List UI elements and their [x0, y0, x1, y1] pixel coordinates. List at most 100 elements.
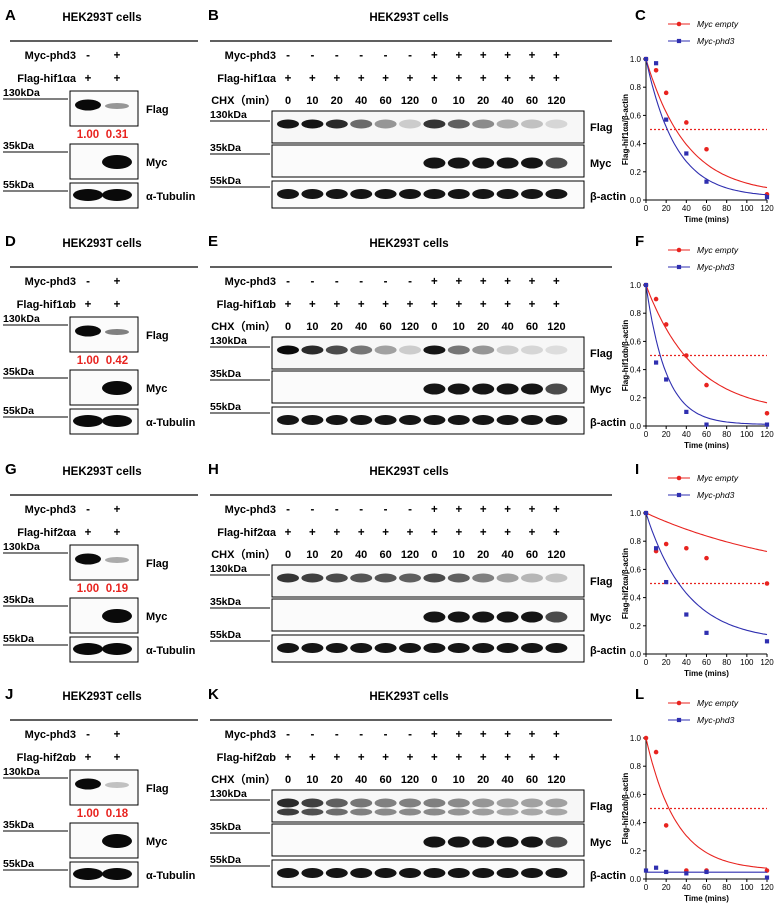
series-curve — [645, 58, 768, 196]
band — [105, 329, 129, 335]
treatment-sign: + — [480, 299, 487, 311]
band — [472, 157, 495, 169]
band — [423, 157, 446, 169]
band — [350, 345, 373, 355]
band — [447, 345, 470, 355]
data-point — [664, 869, 669, 875]
chx-time: 20 — [331, 95, 343, 107]
myc-phd3-label: Myc-phd3 — [25, 504, 76, 516]
data-point — [684, 871, 689, 876]
treatment-sign: - — [408, 729, 412, 741]
chx-time: 40 — [501, 549, 513, 561]
treatment-sign: + — [309, 73, 316, 85]
band — [496, 798, 519, 808]
treatment-sign: + — [407, 299, 414, 311]
treatment-sign: + — [553, 752, 560, 764]
x-tick-label: 100 — [740, 883, 754, 892]
chx-time: 120 — [547, 95, 565, 107]
y-axis-label: Flag-hif1αa/β-actin — [621, 94, 630, 165]
data-point — [663, 823, 669, 828]
chx-time: 60 — [379, 774, 391, 786]
myc-phd3-label: Myc-phd3 — [25, 50, 76, 62]
y-tick-label: 1.0 — [630, 281, 642, 290]
treatment-sign: + — [309, 527, 316, 539]
band — [399, 189, 421, 199]
chx-time: 120 — [401, 549, 419, 561]
band — [325, 345, 348, 355]
blot-label-flag: Flag — [590, 576, 613, 588]
treatment-sign: + — [504, 729, 511, 741]
band — [447, 611, 470, 623]
marker-35kda: 35kDa — [210, 142, 241, 154]
band — [399, 808, 421, 816]
treatment-sign: + — [455, 504, 462, 516]
band — [325, 189, 348, 199]
blot-label-flag: Flag — [590, 122, 613, 134]
band — [399, 643, 421, 653]
treatment-sign: + — [504, 504, 511, 516]
chx-time: 40 — [355, 549, 367, 561]
treatment-sign: + — [504, 276, 511, 288]
treatment-sign: + — [333, 752, 340, 764]
x-tick-label: 20 — [662, 430, 671, 439]
treatment-sign: + — [431, 729, 438, 741]
band — [277, 573, 299, 583]
band — [277, 808, 299, 816]
band — [301, 345, 324, 355]
treatment-sign: + — [529, 729, 536, 741]
chx-time: 10 — [453, 549, 465, 561]
band — [472, 415, 495, 425]
band — [73, 415, 103, 427]
flag-construct-label: Flag-hif1αb — [217, 299, 277, 311]
band — [472, 383, 495, 395]
chx-time: 120 — [401, 774, 419, 786]
marker-35kda: 35kDa — [3, 819, 34, 831]
band — [399, 868, 421, 878]
cell-title: HEK293T cells — [62, 691, 141, 703]
data-point — [643, 735, 649, 741]
treatment-sign: + — [480, 73, 487, 85]
treatment-sign: + — [309, 299, 316, 311]
cell-title: HEK293T cells — [369, 466, 448, 478]
band — [423, 189, 446, 199]
data-point — [704, 179, 709, 184]
treatment-sign: + — [553, 73, 560, 85]
treatment-sign: + — [114, 752, 121, 764]
chx-label: CHX（min） — [211, 773, 276, 786]
band — [545, 157, 568, 169]
cell-title: HEK293T cells — [62, 12, 141, 24]
band — [521, 611, 543, 623]
series-curve — [645, 737, 768, 869]
chart-c: 0 20 40 60 80 100 120 0.0 0.2 0.4 0.6 0.8 1.0 Time (m… — [621, 19, 774, 224]
marker-35kda: 35kDa — [3, 140, 34, 152]
treatment-sign: - — [408, 504, 412, 516]
band — [423, 868, 446, 878]
treatment-sign: + — [553, 504, 560, 516]
panel-letter-k: K — [208, 686, 219, 703]
chx-time: 20 — [331, 321, 343, 333]
treatment-sign: - — [310, 50, 314, 62]
series-curve — [645, 284, 768, 404]
treatment-sign: + — [358, 752, 365, 764]
band — [521, 345, 543, 355]
treatment-sign: + — [333, 73, 340, 85]
marker-130kda: 130kDa — [210, 563, 247, 575]
band — [102, 381, 132, 395]
treatment-sign: + — [407, 73, 414, 85]
blot-label-flag: Flag — [146, 330, 169, 342]
chx-time: 20 — [477, 549, 489, 561]
band — [73, 189, 103, 201]
cell-title: HEK293T cells — [369, 691, 448, 703]
band — [325, 868, 348, 878]
x-tick-label: 60 — [702, 430, 711, 439]
panel-letter-a: A — [5, 7, 16, 24]
chx-time: 120 — [547, 321, 565, 333]
blot-label-flag: Flag — [146, 558, 169, 570]
treatment-sign: + — [114, 73, 121, 85]
treatment-sign: + — [114, 299, 121, 311]
legend-label: Myc empty — [697, 245, 739, 255]
y-tick-label: 0.4 — [630, 140, 642, 149]
treatment-sign: + — [529, 752, 536, 764]
x-tick-label: 120 — [760, 204, 774, 213]
x-tick-label: 20 — [662, 658, 671, 667]
